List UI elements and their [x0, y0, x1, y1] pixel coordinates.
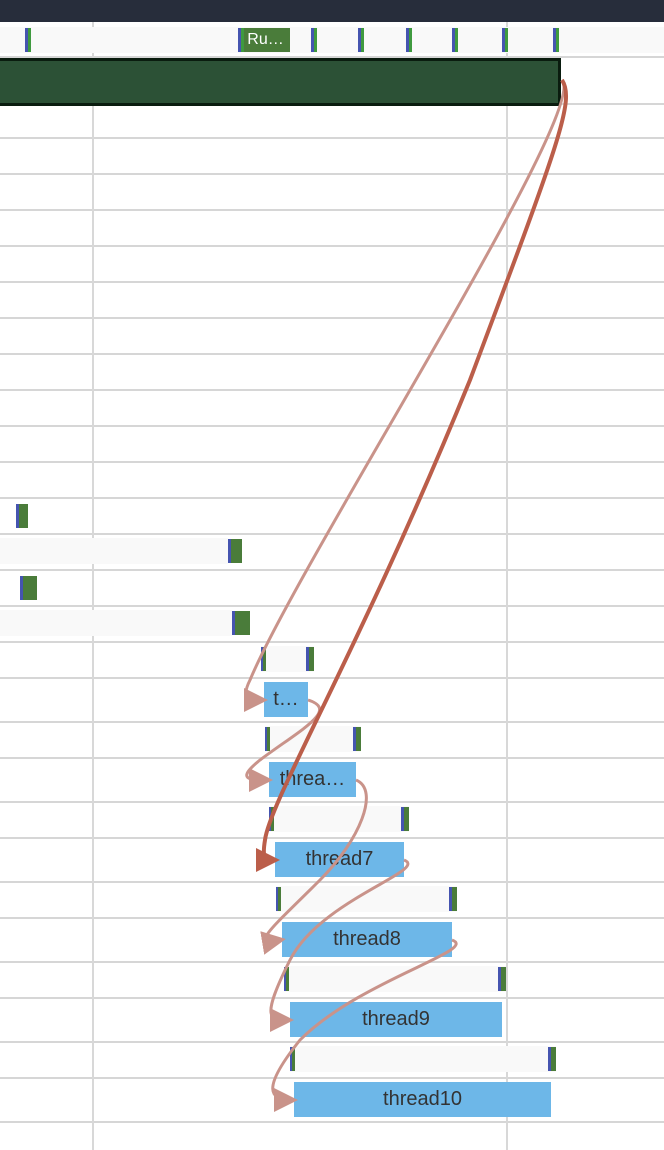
state-mark[interactable] [358, 28, 364, 52]
track-separator [0, 1041, 664, 1043]
track-separator [0, 389, 664, 391]
thread-state-bar[interactable] [269, 806, 409, 832]
state-mark[interactable] [284, 967, 289, 991]
thread-state-bar[interactable] [0, 610, 232, 636]
track-separator [0, 961, 664, 963]
thread-state-bar[interactable] [290, 1046, 556, 1072]
track-separator [0, 641, 664, 643]
track-separator [0, 1077, 664, 1079]
slice-label: thread7 [305, 848, 374, 870]
track-separator [0, 837, 664, 839]
thread-state-bar[interactable] [276, 886, 457, 912]
state-mark[interactable] [498, 967, 506, 991]
state-mark[interactable] [25, 28, 31, 52]
state-mark[interactable] [290, 1047, 295, 1071]
state-mark[interactable] [269, 807, 274, 831]
slice-label: thread9 [362, 1008, 430, 1030]
running-state-label: Ru… [247, 31, 284, 48]
time-gridline [92, 22, 94, 1150]
thread-slice[interactable]: thread7 [275, 842, 404, 877]
track-separator [0, 56, 664, 58]
track-separator [0, 917, 664, 919]
thread-slice[interactable]: threa… [269, 762, 356, 797]
slice-label: thread10 [383, 1088, 462, 1110]
thread-state-bar[interactable] [265, 726, 361, 752]
thread-slice[interactable]: t… [264, 682, 308, 717]
state-mark[interactable] [265, 727, 270, 751]
running-state-slice[interactable]: Ru… [238, 28, 290, 52]
top-bar [0, 0, 664, 22]
track-separator [0, 881, 664, 883]
track-separator [0, 173, 664, 175]
state-mark[interactable] [228, 539, 242, 563]
state-mark[interactable] [306, 647, 314, 671]
state-mark[interactable] [232, 611, 250, 635]
slice-label: threa… [279, 768, 346, 790]
state-mark[interactable] [553, 28, 559, 52]
state-mark[interactable] [276, 887, 281, 911]
track-separator [0, 677, 664, 679]
slice-label: t… [273, 688, 299, 710]
thread-slice[interactable]: thread8 [282, 922, 452, 957]
state-mark[interactable] [353, 727, 361, 751]
track-separator [0, 425, 664, 427]
track-separator [0, 605, 664, 607]
track-separator [0, 801, 664, 803]
state-mark[interactable] [238, 28, 244, 52]
selected-slice[interactable] [0, 58, 561, 106]
track-separator [0, 281, 664, 283]
state-mark[interactable] [548, 1047, 556, 1071]
thread-state-track[interactable] [0, 27, 664, 53]
track-separator [0, 757, 664, 759]
state-mark[interactable] [449, 887, 457, 911]
track-separator [0, 533, 664, 535]
track-separator [0, 317, 664, 319]
track-separator [0, 1121, 664, 1123]
track-separator [0, 209, 664, 211]
state-mark[interactable] [16, 504, 28, 528]
state-mark[interactable] [401, 807, 409, 831]
thread-state-bar[interactable] [0, 538, 228, 564]
state-mark[interactable] [452, 28, 458, 52]
time-gridline [506, 22, 508, 1150]
state-mark[interactable] [502, 28, 508, 52]
track-separator [0, 721, 664, 723]
state-mark[interactable] [261, 647, 266, 671]
track-separator [0, 137, 664, 139]
slice-label: thread8 [333, 928, 401, 950]
state-mark[interactable] [406, 28, 412, 52]
state-mark[interactable] [20, 576, 37, 600]
track-separator [0, 497, 664, 499]
track-separator [0, 569, 664, 571]
track-separator [0, 245, 664, 247]
track-separator [0, 461, 664, 463]
thread-slice[interactable]: thread10 [294, 1082, 551, 1117]
state-mark[interactable] [311, 28, 317, 52]
thread-state-bar[interactable] [284, 966, 506, 992]
thread-slice[interactable]: thread9 [290, 1002, 502, 1037]
track-separator [0, 353, 664, 355]
track-separator [0, 997, 664, 999]
